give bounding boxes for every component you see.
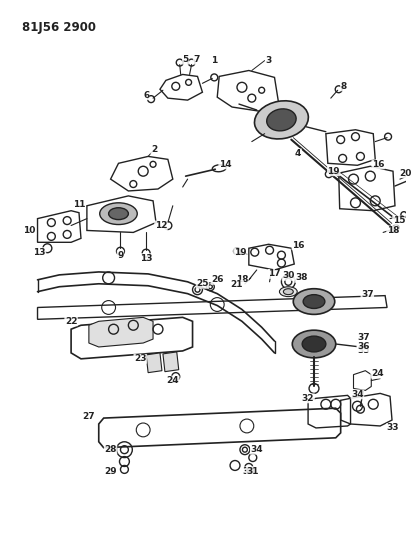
Text: 18: 18 bbox=[236, 276, 248, 284]
Text: 34: 34 bbox=[351, 390, 364, 399]
Text: 24: 24 bbox=[166, 376, 179, 385]
Text: 21: 21 bbox=[231, 280, 243, 289]
Text: 33: 33 bbox=[387, 423, 399, 432]
Text: 30: 30 bbox=[242, 467, 255, 476]
Text: 8: 8 bbox=[340, 82, 347, 91]
Text: 3: 3 bbox=[266, 56, 272, 65]
Ellipse shape bbox=[279, 287, 297, 297]
Text: 24: 24 bbox=[371, 369, 383, 378]
Text: 26: 26 bbox=[211, 276, 224, 284]
Text: 30: 30 bbox=[282, 271, 295, 280]
Text: 9: 9 bbox=[117, 251, 124, 260]
Text: 15: 15 bbox=[393, 216, 405, 225]
Text: 16: 16 bbox=[292, 241, 305, 250]
Text: 37: 37 bbox=[361, 290, 374, 299]
Text: 34: 34 bbox=[250, 445, 263, 454]
Text: 25: 25 bbox=[196, 279, 209, 288]
Text: 23: 23 bbox=[134, 354, 146, 364]
Text: 13: 13 bbox=[33, 248, 46, 257]
Ellipse shape bbox=[254, 101, 308, 139]
Ellipse shape bbox=[303, 295, 325, 309]
Text: 36: 36 bbox=[357, 343, 369, 351]
Polygon shape bbox=[146, 353, 162, 373]
Text: 12: 12 bbox=[155, 221, 167, 230]
Text: 4: 4 bbox=[295, 149, 301, 158]
Text: 32: 32 bbox=[302, 394, 314, 403]
Text: 35: 35 bbox=[357, 346, 369, 356]
Ellipse shape bbox=[267, 109, 296, 131]
Text: 38: 38 bbox=[295, 273, 307, 282]
Text: 31: 31 bbox=[247, 467, 259, 476]
Text: 28: 28 bbox=[104, 445, 117, 454]
Text: 18: 18 bbox=[387, 226, 399, 235]
Text: 22: 22 bbox=[65, 317, 77, 326]
Text: 2: 2 bbox=[151, 145, 157, 154]
Ellipse shape bbox=[293, 289, 335, 314]
Text: 20: 20 bbox=[399, 168, 411, 177]
Ellipse shape bbox=[302, 336, 326, 352]
Polygon shape bbox=[89, 317, 153, 347]
Text: 13: 13 bbox=[140, 254, 152, 263]
Text: 10: 10 bbox=[23, 226, 36, 235]
Text: 81J56 2900: 81J56 2900 bbox=[22, 21, 96, 34]
Ellipse shape bbox=[292, 330, 336, 358]
Text: 19: 19 bbox=[328, 167, 340, 176]
Text: 5: 5 bbox=[182, 55, 189, 64]
Text: 14: 14 bbox=[219, 160, 231, 169]
Text: 16: 16 bbox=[372, 160, 384, 169]
Text: 6: 6 bbox=[143, 91, 149, 100]
Text: 11: 11 bbox=[73, 200, 85, 209]
Ellipse shape bbox=[100, 203, 137, 224]
Ellipse shape bbox=[284, 289, 293, 295]
Text: 37: 37 bbox=[357, 333, 369, 342]
Text: 7: 7 bbox=[193, 55, 200, 64]
Polygon shape bbox=[163, 352, 179, 372]
Text: 17: 17 bbox=[268, 269, 281, 278]
Ellipse shape bbox=[109, 208, 128, 220]
Text: 19: 19 bbox=[233, 248, 246, 257]
Text: 29: 29 bbox=[104, 467, 117, 476]
Text: 1: 1 bbox=[211, 56, 217, 65]
Text: 27: 27 bbox=[83, 411, 95, 421]
